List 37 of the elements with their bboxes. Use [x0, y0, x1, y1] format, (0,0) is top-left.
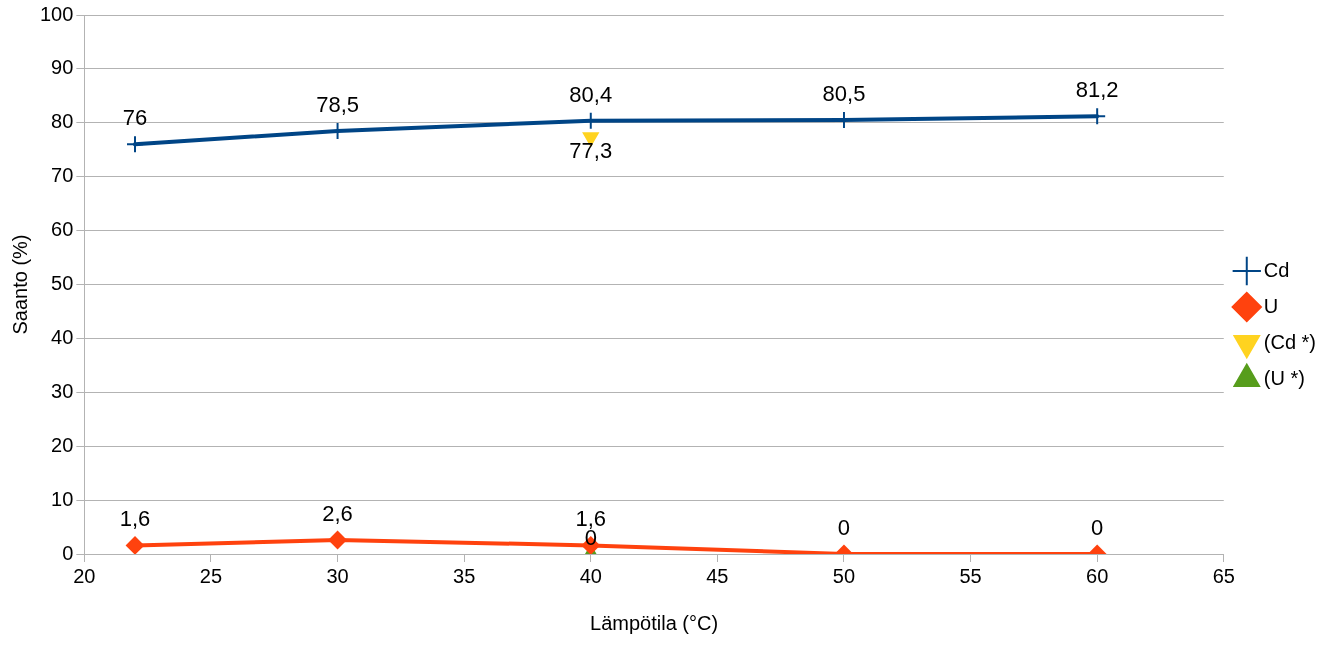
x-tick-label: 65 — [1212, 564, 1235, 587]
y-tick-label: 60 — [51, 218, 74, 241]
x-tick-label: 60 — [1086, 564, 1109, 587]
legend-label: (U *) — [1263, 366, 1305, 389]
data-label: 78,5 — [316, 91, 359, 117]
y-tick-label: 20 — [51, 433, 74, 456]
y-tick-label: 100 — [39, 2, 74, 25]
y-tick-label: 40 — [51, 325, 74, 348]
x-tick-label: 25 — [199, 564, 223, 587]
x-tick-label: 45 — [706, 564, 729, 587]
y-tick-label: 50 — [51, 272, 74, 295]
data-label: 76 — [122, 105, 148, 131]
data-label: 0 — [1091, 515, 1104, 541]
legend-label: Cd — [1263, 258, 1290, 281]
x-tick-label: 35 — [453, 564, 476, 587]
data-label: 77,3 — [569, 138, 613, 164]
y-tick-label: 80 — [51, 110, 74, 133]
legend-label: U — [1263, 294, 1279, 317]
x-tick-label: 30 — [326, 564, 349, 587]
legend-label: (Cd *) — [1263, 330, 1317, 353]
y-axis-title: Saanto (%) — [8, 234, 31, 335]
y-tick-label: 30 — [51, 379, 74, 402]
y-tick-label: 0 — [62, 541, 74, 564]
data-label: 80,4 — [569, 81, 613, 107]
x-tick-label: 40 — [579, 564, 602, 587]
x-axis-title: Lämpötila (°C) — [590, 611, 719, 634]
y-tick-label: 70 — [51, 164, 74, 187]
y-tick-label: 10 — [51, 487, 74, 510]
data-label: 81,2 — [1075, 77, 1119, 103]
x-tick-label: 20 — [73, 564, 96, 587]
data-label: 80,5 — [822, 81, 866, 107]
data-label: 0 — [837, 515, 851, 541]
x-tick-label: 55 — [959, 564, 982, 587]
y-tick-label: 90 — [51, 56, 74, 79]
data-label: 1,6 — [119, 506, 151, 532]
x-tick-label: 50 — [832, 564, 856, 587]
data-label: 2,6 — [322, 501, 353, 527]
